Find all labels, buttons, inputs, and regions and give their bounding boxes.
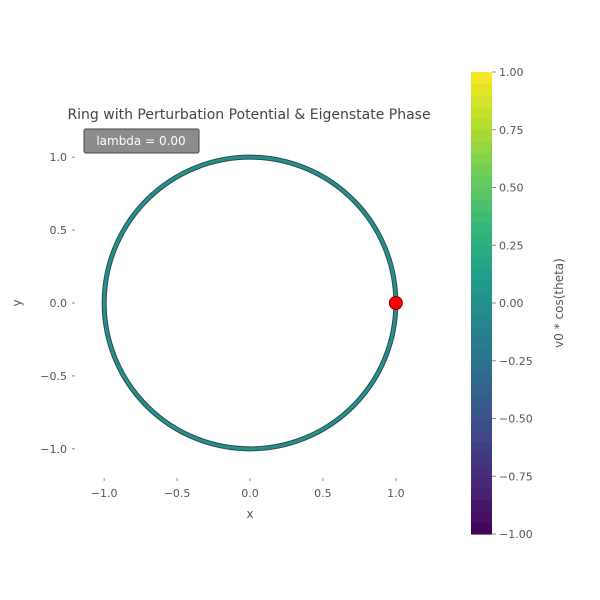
colorbar-segment	[471, 418, 492, 431]
y-tick-label: 0.0	[50, 297, 68, 310]
colorbar-segment	[471, 175, 492, 189]
x-tick-label: −1.0	[91, 487, 118, 500]
lambda-annotation: lambda = 0.00	[83, 128, 200, 154]
colorbar-segment	[471, 210, 492, 223]
colorbar-segment	[471, 499, 492, 512]
colorbar-segment	[471, 222, 492, 235]
colorbar-tick-label: −0.75	[499, 470, 533, 483]
x-axis-label: x	[246, 507, 253, 521]
colorbar-tick-label: 0.50	[499, 182, 524, 195]
colorbar-segment	[471, 245, 492, 258]
colorbar-segment	[471, 303, 492, 316]
colorbar-segment	[471, 141, 492, 154]
x-tick-label: −0.5	[164, 487, 191, 500]
chart-title: Ring with Perturbation Potential & Eigen…	[67, 107, 430, 123]
colorbar-segment	[471, 314, 492, 327]
colorbar-segment	[471, 83, 492, 96]
colorbar-segment	[471, 430, 492, 443]
colorbar-segment	[471, 187, 492, 200]
colorbar-segment	[471, 406, 492, 420]
colorbar-segment	[471, 383, 492, 396]
eigenstate-marker	[388, 296, 403, 310]
ring-series-line	[102, 155, 398, 451]
lambda-annotation-background	[83, 128, 200, 154]
colorbar-tick-label: 0.75	[499, 124, 524, 137]
colorbar-segment	[471, 164, 492, 177]
colorbar-tick-label: 1.00	[499, 66, 524, 79]
colorbar-tick-label: 0.00	[499, 297, 524, 310]
colorbar-segment	[471, 72, 492, 85]
colorbar-segment	[471, 510, 492, 524]
colorbar-segment	[471, 106, 492, 119]
colorbar-segment	[471, 118, 492, 131]
y-tick-label: 1.0	[50, 151, 68, 164]
colorbar-tick-label: −0.50	[499, 413, 533, 426]
colorbar-tick-label: −1.00	[499, 528, 533, 541]
colorbar-segment	[471, 291, 492, 304]
colorbar-segment	[471, 372, 492, 385]
colorbar-segment	[471, 476, 492, 489]
lambda-annotation-text: lambda = 0.00	[96, 134, 185, 148]
colorbar-segment	[471, 256, 492, 269]
colorbar-tick-label: −0.25	[499, 355, 533, 368]
plot-area: −1.0 −0.5 0.0 0.5 1.0 1.0 0.5 0.0 −0.5 −1.0 x y	[10, 151, 405, 521]
colorbar-tick-label: 0.25	[499, 239, 524, 252]
colorbar-segment	[471, 349, 492, 362]
colorbar-segment	[471, 487, 492, 500]
y-axis-label: y	[10, 299, 24, 306]
colorbar-segment	[471, 395, 492, 408]
colorbar-segment	[471, 268, 492, 281]
colorbar-segment	[471, 129, 492, 142]
colorbar-segment	[471, 95, 492, 108]
colorbar-segment	[471, 441, 492, 454]
colorbar-segment	[471, 233, 492, 246]
colorbar-label: v0 * cos(theta)	[552, 258, 566, 348]
colorbar-segment	[471, 152, 492, 165]
colorbar-segment	[471, 279, 492, 293]
y-tick-label: −1.0	[40, 443, 67, 456]
x-tick-label: 1.0	[387, 487, 405, 500]
colorbar-segment	[471, 326, 492, 339]
colorbar-segment	[471, 522, 492, 535]
colorbar: 1.00 0.75 0.50 0.25 0.00 −0.25 −0.50 −0.75 −1.00	[471, 66, 533, 541]
colorbar-segment	[471, 453, 492, 466]
x-tick-label: 0.0	[241, 487, 259, 500]
colorbar-segment	[471, 464, 492, 477]
y-tick-label: −0.5	[40, 370, 67, 383]
colorbar-segment	[471, 199, 492, 212]
x-tick-label: 0.5	[314, 487, 332, 500]
colorbar-segment	[471, 360, 492, 373]
colorbar-segment	[471, 337, 492, 350]
y-tick-label: 0.5	[50, 224, 68, 237]
